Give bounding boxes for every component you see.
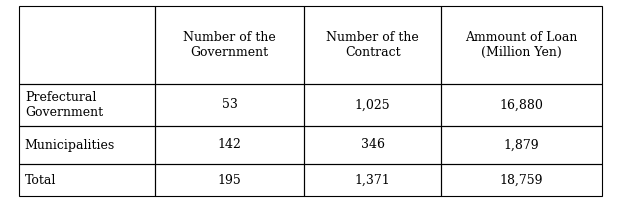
Text: Number of the
Contract: Number of the Contract bbox=[326, 31, 419, 59]
Text: 1,025: 1,025 bbox=[355, 98, 391, 112]
Text: 53: 53 bbox=[222, 98, 238, 112]
Text: Number of the
Government: Number of the Government bbox=[183, 31, 276, 59]
Text: Municipalities: Municipalities bbox=[25, 138, 115, 152]
Text: 1,879: 1,879 bbox=[504, 138, 540, 152]
Text: Prefectural
Government: Prefectural Government bbox=[25, 91, 103, 119]
Text: 1,371: 1,371 bbox=[355, 173, 391, 186]
Text: 142: 142 bbox=[218, 138, 242, 152]
Text: Ammount of Loan
(Million Yen): Ammount of Loan (Million Yen) bbox=[466, 31, 578, 59]
Text: 16,880: 16,880 bbox=[500, 98, 543, 112]
Text: 18,759: 18,759 bbox=[500, 173, 543, 186]
Text: Total: Total bbox=[25, 173, 57, 186]
Text: 195: 195 bbox=[218, 173, 242, 186]
Text: 346: 346 bbox=[361, 138, 384, 152]
